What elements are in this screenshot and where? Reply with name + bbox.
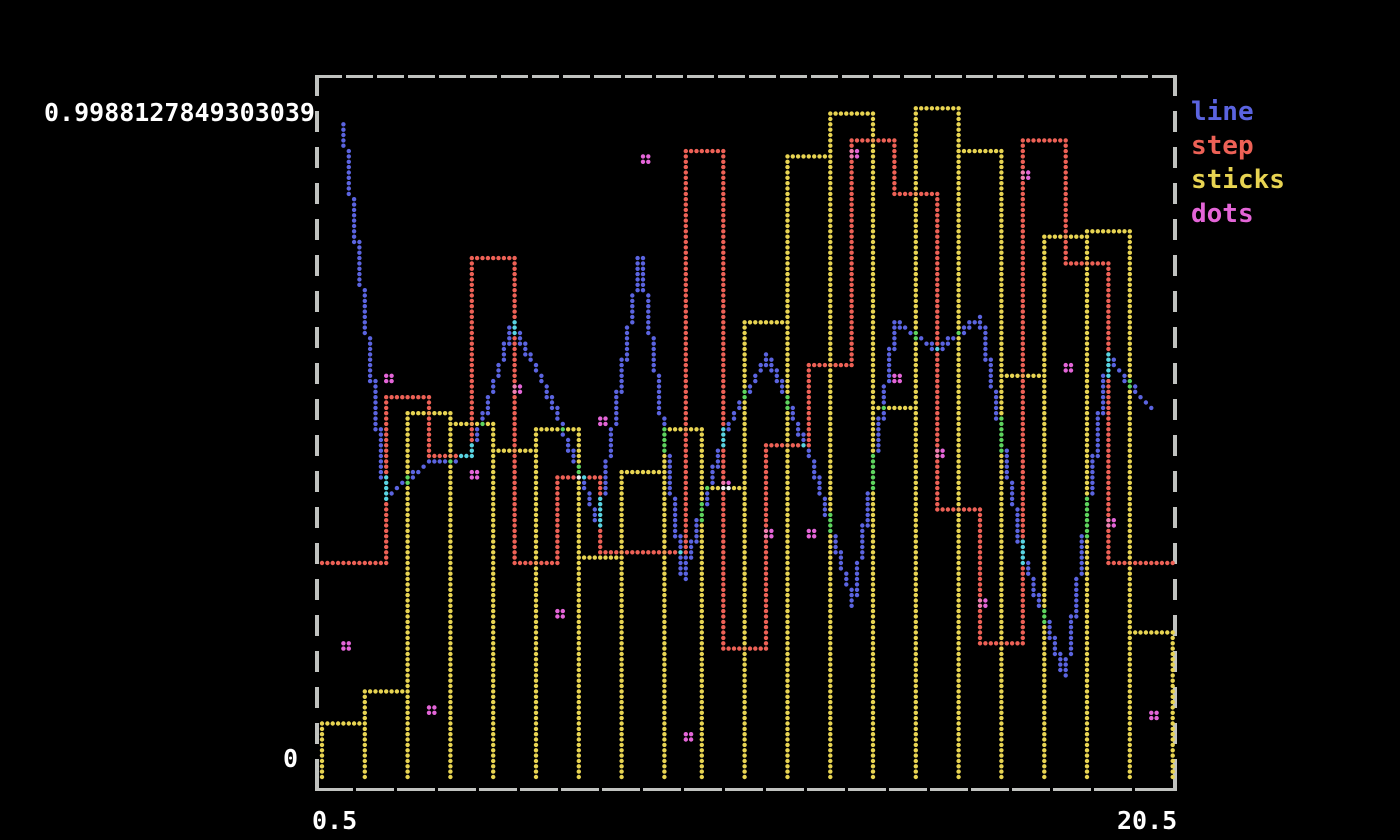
plot-frame-right-border <box>1173 75 1177 791</box>
legend-item-sticks: sticks <box>1191 165 1285 195</box>
x-axis-max-label: 20.5 <box>1117 806 1178 835</box>
plot-frame-corner <box>1173 75 1177 90</box>
plot-frame-bottom-border <box>315 788 1177 791</box>
y-axis-min-label: 0 <box>283 744 299 773</box>
plot-frame-left-border <box>315 75 319 791</box>
legend-item-line: line <box>1191 97 1254 127</box>
plot-frame-corner <box>1173 776 1177 791</box>
x-axis-min-label: 0.5 <box>312 806 358 835</box>
plot-frame-corner <box>315 776 319 791</box>
legend-item-step: step <box>1191 131 1254 161</box>
plot-frame <box>315 75 1177 791</box>
legend-item-dots: dots <box>1191 199 1254 229</box>
plot-frame-top-border <box>315 75 1177 78</box>
plot-frame-corner <box>315 75 319 90</box>
legend: line step sticks dots <box>1191 95 1285 231</box>
y-axis-max-label: 0.9988127849303039 <box>44 98 315 127</box>
